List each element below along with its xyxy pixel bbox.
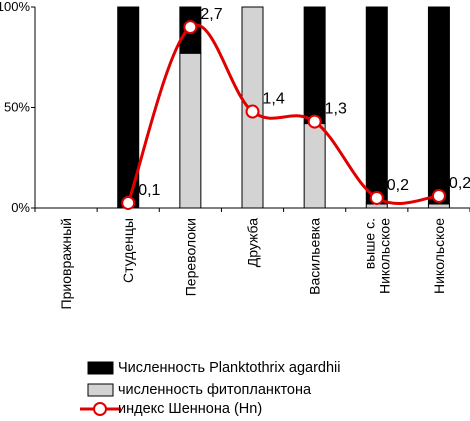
category-label-4-line-0: Васильевка [307,218,323,295]
legend-swatch-planktothrix [87,361,114,375]
category-label-0-line-0: Приовражный [58,218,74,309]
shannon-label-3: 1,4 [263,91,285,108]
category-label-6: Никольское [431,218,447,294]
category-label-5-line-1: Никольское [376,218,392,294]
legend: Численность Planktothrix agardhii численн… [80,360,340,417]
bar-planktothrix-5 [365,6,388,205]
y-tick-label-1: 50% [4,100,30,115]
category-label-5-line-0: выше с. [361,218,377,269]
category-label-3-line-0: Дружба [245,218,261,267]
bar-phyto-6 [427,203,450,209]
axes-group: 0% 50% 100% [0,0,470,215]
shannon-point-1 [121,195,136,210]
shannon-label-1: 0,1 [138,182,160,199]
category-label-5: выше с. Никольское [361,218,392,294]
shannon-label-6: 0,2 [449,175,470,192]
category-label-1-line-0: Студенцы [120,218,136,283]
shannon-point-6 [431,188,446,203]
shannon-label-4: 1,3 [325,101,347,118]
y-tick-label-2: 100% [0,0,30,14]
category-label-6-line-0: Никольское [431,218,447,294]
legend-swatch-shannon-marker [93,402,107,416]
legend-label-0: Численность Planktothrix agardhii [118,360,340,376]
bar-phyto-4 [303,123,326,209]
legend-swatch-phyto [87,383,114,397]
category-label-3: Дружба [245,218,261,267]
category-label-4: Васильевка [307,218,323,295]
category-label-1: Студенцы [120,218,136,283]
shannon-point-3 [245,104,260,119]
shannon-point-5 [369,190,384,205]
legend-label-2: индекс Шеннона (Hn) [118,401,262,417]
category-label-0: Приовражный [58,218,74,309]
y-tick-label-0: 0% [11,200,30,215]
bar-phyto-2 [179,52,202,209]
shannon-point-2 [183,20,198,35]
shannon-point-4 [307,114,322,129]
bar-planktothrix-4 [303,6,326,125]
bar-planktothrix-6 [427,6,450,205]
category-labels: Приовражный Студенцы Переволоки Дружба Васил… [58,218,447,310]
line-series-group: 0,1 2,7 1,4 1,3 0,2 0,2 [121,6,470,210]
shannon-label-5: 0,2 [387,177,409,194]
category-label-2: Переволоки [182,218,198,296]
shannon-label-2: 2,7 [200,6,222,23]
legend-label-1: численность фитопланктона [118,382,312,398]
bars-group [117,6,450,209]
category-label-2-line-0: Переволоки [182,218,198,296]
